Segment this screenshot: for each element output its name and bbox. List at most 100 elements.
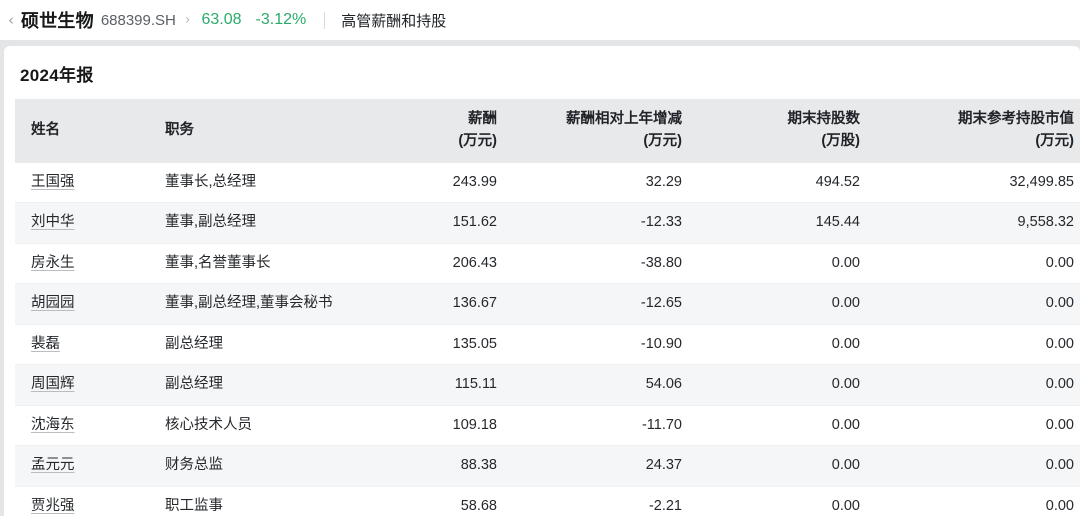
column-header-shares-held-label: 期末持股数 xyxy=(787,111,861,127)
column-header-position-label: 职务 xyxy=(165,122,194,139)
cell-holding-value: 9,558.32 xyxy=(870,202,1080,244)
cell-shares-held: 0.00 xyxy=(692,283,870,325)
executive-compensation-table: 姓名 职务 薪酬 (万元) 薪酬相对上年增减 (万元) 期末持股数 xyxy=(15,99,1080,516)
table-row: 房永生 董事,名誉董事长 206.43 -38.80 0.00 0.00 xyxy=(15,243,1080,285)
table-row: 孟元元 财务总监 88.38 24.37 0.00 0.00 xyxy=(15,445,1080,487)
table-body: 王国强 董事长,总经理 243.99 32.29 494.52 32,499.85 刘中华董… xyxy=(15,162,1080,516)
table-row: 周国辉 副总经理 115.11 54.06 0.00 0.00 xyxy=(15,364,1080,406)
cell-holding-value: 0.00 xyxy=(870,283,1080,325)
person-link[interactable]: 胡园园 xyxy=(31,295,75,312)
cell-name[interactable]: 孟元元 xyxy=(15,445,155,487)
column-header-salary-change-unit: (万元) xyxy=(643,133,682,150)
cell-shares-held: 0.00 xyxy=(692,364,870,406)
cell-salary: 135.05 xyxy=(355,324,507,366)
person-link[interactable]: 贾兆强 xyxy=(31,497,75,514)
cell-position: 董事,副总经理,董事会秘书 xyxy=(155,283,355,325)
cell-salary-change: -2.21 xyxy=(507,486,692,516)
cell-position: 职工监事 xyxy=(155,486,355,516)
cell-holding-value: 0.00 xyxy=(870,486,1080,516)
table-row: 沈海东 核心技术人员 109.18 -11.70 0.00 0.00 xyxy=(15,405,1080,447)
cell-name[interactable]: 沈海东 xyxy=(15,405,155,447)
cell-salary-change: -10.90 xyxy=(507,324,692,366)
cell-name[interactable]: 刘中华 xyxy=(15,202,155,244)
cell-position: 董事,名誉董事长 xyxy=(155,243,355,285)
cell-salary: 115.11 xyxy=(355,364,507,406)
column-header-salary-change[interactable]: 薪酬相对上年增减 (万元) xyxy=(507,99,692,163)
cell-shares-held: 0.00 xyxy=(692,445,870,487)
cell-shares-held: 145.44 xyxy=(692,202,870,244)
cell-name[interactable]: 贾兆强 xyxy=(15,486,155,516)
table-row: 贾兆强 职工监事 58.68 -2.21 0.00 0.00 xyxy=(15,486,1080,516)
person-link[interactable]: 房永生 xyxy=(31,254,75,271)
chevron-right-icon[interactable]: › xyxy=(184,12,191,28)
cell-salary-change: -38.80 xyxy=(507,243,692,285)
divider xyxy=(324,11,326,29)
column-header-salary[interactable]: 薪酬 (万元) xyxy=(355,99,507,163)
cell-salary: 243.99 xyxy=(355,162,507,204)
column-header-position[interactable]: 职务 xyxy=(155,99,355,163)
column-header-holding-value[interactable]: 期末参考持股市值 (万元) xyxy=(870,99,1080,163)
content-card: 2024年报 姓名 职务 薪酬 (万元) 薪酬相对上年增减 xyxy=(4,46,1080,516)
cell-shares-held: 0.00 xyxy=(692,405,870,447)
table-header-row: 姓名 职务 薪酬 (万元) 薪酬相对上年增减 (万元) 期末持股数 xyxy=(15,99,1080,163)
cell-shares-held: 494.52 xyxy=(692,162,870,204)
cell-salary: 136.67 xyxy=(355,283,507,325)
top-quote-bar: ‹ 硕世生物 688399.SH › 63.08 -3.12% 高管薪酬和持股 xyxy=(0,0,1080,40)
column-header-salary-change-label: 薪酬相对上年增减 xyxy=(566,111,682,127)
column-header-salary-unit: (万元) xyxy=(458,133,497,150)
cell-shares-held: 0.00 xyxy=(692,486,870,516)
section-title: 2024年报 xyxy=(20,66,94,85)
column-header-name-label: 姓名 xyxy=(31,122,60,139)
cell-holding-value: 0.00 xyxy=(870,364,1080,406)
cell-holding-value: 0.00 xyxy=(870,405,1080,447)
cell-salary: 58.68 xyxy=(355,486,507,516)
cell-salary-change: 54.06 xyxy=(507,364,692,406)
cell-name[interactable]: 周国辉 xyxy=(15,364,155,406)
cell-salary: 88.38 xyxy=(355,445,507,487)
page-subject: 高管薪酬和持股 xyxy=(341,12,447,30)
cell-position: 董事,副总经理 xyxy=(155,202,355,244)
person-link[interactable]: 周国辉 xyxy=(31,376,75,393)
cell-salary: 151.62 xyxy=(355,202,507,244)
cell-name[interactable]: 王国强 xyxy=(15,162,155,204)
cell-salary-change: 24.37 xyxy=(507,445,692,487)
cell-position: 核心技术人员 xyxy=(155,405,355,447)
chevron-left-icon[interactable]: ‹ xyxy=(8,10,14,29)
table-row: 裴磊 副总经理 135.05 -10.90 0.00 0.00 xyxy=(15,324,1080,366)
cell-holding-value: 0.00 xyxy=(870,324,1080,366)
cell-position: 副总经理 xyxy=(155,364,355,406)
cell-salary-change: -12.33 xyxy=(507,202,692,244)
person-link[interactable]: 刘中华 xyxy=(31,214,75,231)
column-header-holding-value-unit: (万元) xyxy=(1035,133,1074,150)
stock-change-percent: -3.12% xyxy=(255,11,307,28)
cell-name[interactable]: 房永生 xyxy=(15,243,155,285)
stock-code[interactable]: 688399.SH xyxy=(100,11,176,29)
cell-name[interactable]: 胡园园 xyxy=(15,283,155,325)
table-header: 姓名 职务 薪酬 (万元) 薪酬相对上年增减 (万元) 期末持股数 xyxy=(15,99,1080,163)
cell-salary-change: 32.29 xyxy=(507,162,692,204)
column-header-salary-label: 薪酬 xyxy=(468,111,497,127)
column-header-shares-held[interactable]: 期末持股数 (万股) xyxy=(692,99,870,163)
table-container: 姓名 职务 薪酬 (万元) 薪酬相对上年增减 (万元) 期末持股数 xyxy=(4,86,1080,516)
column-header-name[interactable]: 姓名 xyxy=(15,99,155,163)
cell-holding-value: 0.00 xyxy=(870,445,1080,487)
person-link[interactable]: 王国强 xyxy=(31,173,75,190)
column-header-holding-value-label: 期末参考持股市值 xyxy=(958,111,1074,127)
cell-name[interactable]: 裴磊 xyxy=(15,324,155,366)
cell-salary: 206.43 xyxy=(355,243,507,285)
stock-name[interactable]: 硕世生物 xyxy=(21,11,94,31)
person-link[interactable]: 孟元元 xyxy=(31,457,75,474)
cell-salary: 109.18 xyxy=(355,405,507,447)
stock-price: 63.08 xyxy=(201,11,242,28)
table-row: 胡园园 董事,副总经理,董事会秘书 136.67 -12.65 0.00 0.00 xyxy=(15,283,1080,325)
table-row: 王国强 董事长,总经理 243.99 32.29 494.52 32,499.85 xyxy=(15,162,1080,204)
cell-salary-change: -12.65 xyxy=(507,283,692,325)
cell-holding-value: 32,499.85 xyxy=(870,162,1080,204)
cell-shares-held: 0.00 xyxy=(692,324,870,366)
cell-shares-held: 0.00 xyxy=(692,243,870,285)
person-link[interactable]: 裴磊 xyxy=(31,335,60,352)
person-link[interactable]: 沈海东 xyxy=(31,416,75,433)
table-row: 刘中华 董事,副总经理 151.62 -12.33 145.44 9,558.32 xyxy=(15,202,1080,244)
cell-position: 财务总监 xyxy=(155,445,355,487)
cell-position: 董事长,总经理 xyxy=(155,162,355,204)
